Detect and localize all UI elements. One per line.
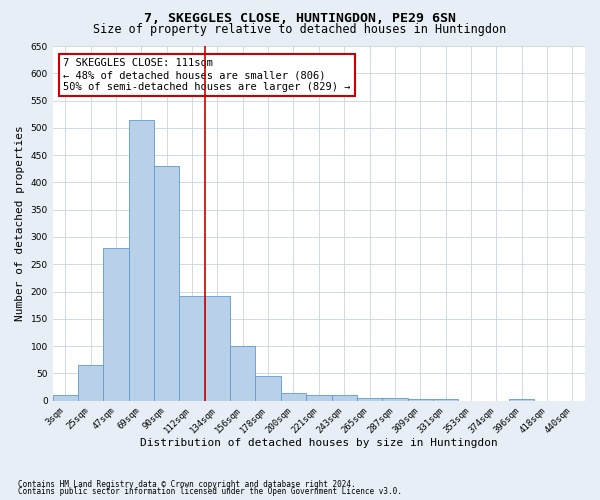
Text: Size of property relative to detached houses in Huntingdon: Size of property relative to detached ho…	[94, 22, 506, 36]
Text: 7 SKEGGLES CLOSE: 111sqm
← 48% of detached houses are smaller (806)
50% of semi-: 7 SKEGGLES CLOSE: 111sqm ← 48% of detach…	[64, 58, 351, 92]
Bar	[205, 296, 230, 401]
Bar	[129, 120, 154, 400]
Bar	[382, 398, 407, 400]
Bar	[78, 365, 103, 400]
Bar	[332, 395, 357, 400]
Bar	[281, 392, 306, 400]
Bar	[103, 248, 129, 400]
Bar	[306, 395, 332, 400]
Bar	[230, 346, 256, 401]
Bar	[433, 399, 458, 400]
Text: Contains public sector information licensed under the Open Government Licence v3: Contains public sector information licen…	[18, 487, 402, 496]
Y-axis label: Number of detached properties: Number of detached properties	[15, 126, 25, 321]
Text: 7, SKEGGLES CLOSE, HUNTINGDON, PE29 6SN: 7, SKEGGLES CLOSE, HUNTINGDON, PE29 6SN	[144, 12, 456, 26]
X-axis label: Distribution of detached houses by size in Huntingdon: Distribution of detached houses by size …	[140, 438, 498, 448]
Bar	[357, 398, 382, 400]
Text: Contains HM Land Registry data © Crown copyright and database right 2024.: Contains HM Land Registry data © Crown c…	[18, 480, 356, 489]
Bar	[154, 166, 179, 400]
Bar	[53, 395, 78, 400]
Bar	[256, 376, 281, 400]
Bar	[509, 399, 535, 400]
Bar	[407, 399, 433, 400]
Bar	[179, 296, 205, 401]
